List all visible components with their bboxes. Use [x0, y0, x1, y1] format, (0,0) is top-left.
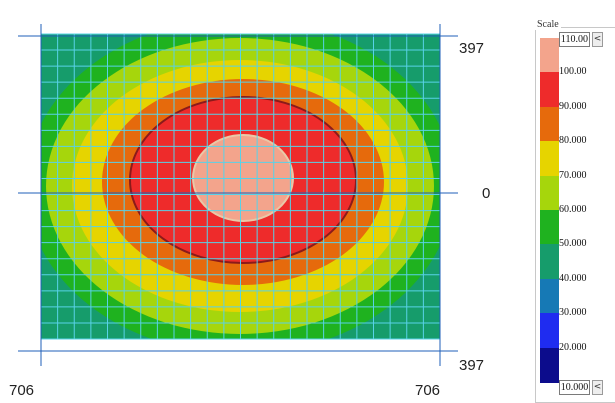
- scale-min-button[interactable]: <: [592, 380, 603, 395]
- scale-tick-label: 100.00: [559, 66, 587, 78]
- axis-label-right-bottom: 397: [459, 357, 485, 374]
- mesh-grid: [40, 33, 441, 340]
- scale-min-input[interactable]: 10.000: [559, 380, 590, 395]
- scale-tick-label: 40.000: [559, 272, 587, 284]
- scale-max-input[interactable]: 110.00: [559, 32, 590, 47]
- scale-tick-label: 20.000: [559, 341, 587, 353]
- scale-title: Scale: [535, 19, 561, 30]
- scale-tick-label: 30.000: [559, 307, 587, 319]
- scale-tick-label: 50.000: [559, 238, 587, 250]
- scale-tick-label: 90.000: [559, 100, 587, 112]
- scale-swatch: [540, 106, 559, 142]
- scale-tick-label: 80.000: [559, 135, 587, 147]
- scale-swatch: [540, 347, 559, 383]
- scale-swatch: [540, 278, 559, 314]
- scale-swatch: [540, 313, 559, 349]
- contour-plot: [18, 24, 458, 366]
- scale-swatch: [540, 141, 559, 177]
- scale-swatch: [540, 175, 559, 211]
- scale-swatch: [540, 210, 559, 245]
- scale-tick-label: 60.000: [559, 204, 587, 215]
- scale-tick-label: 70.000: [559, 169, 587, 181]
- scale-max-button[interactable]: <: [592, 32, 603, 47]
- scale-swatch: [540, 244, 559, 280]
- scale-swatch: [540, 38, 559, 73]
- axis-label-right-middle: 0: [482, 185, 491, 202]
- axis-label-bottom-right: 706: [415, 382, 441, 399]
- axis-label-bottom-left: 706: [9, 382, 35, 399]
- scale-panel: Scale 100.00 90.000 80.000 70.000 60.000 50.0…: [531, 19, 615, 403]
- scale-swatch: [540, 72, 559, 108]
- axis-lines: [18, 24, 458, 366]
- axis-label-right-top: 397: [459, 40, 485, 57]
